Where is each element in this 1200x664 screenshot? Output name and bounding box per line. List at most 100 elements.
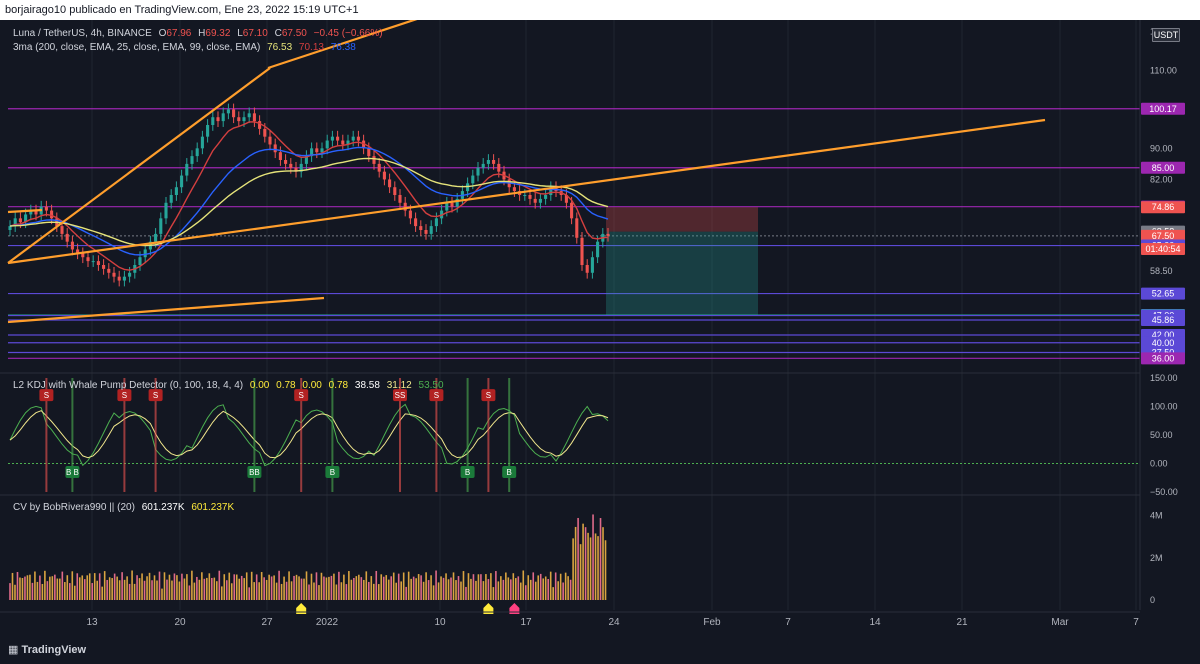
candle-body: [232, 109, 236, 118]
price-level-tag: [1141, 161, 1185, 174]
candle-body: [528, 195, 532, 199]
candle-body: [424, 230, 428, 234]
candle-body: [549, 187, 553, 195]
price-level-tag: [1141, 229, 1185, 242]
candle-body: [538, 198, 542, 203]
candle-body: [216, 117, 220, 122]
time-tick-label: 7: [1133, 617, 1139, 628]
kdj-label: L2 KDJ with Whale Pump Detector (0, 100,…: [13, 380, 244, 391]
candle-body: [590, 257, 594, 273]
candle-body: [455, 198, 459, 207]
currency-badge[interactable]: USDT: [1152, 28, 1180, 42]
candle-body: [606, 233, 610, 236]
kdj-tick-label: 100.00: [1150, 402, 1178, 412]
signal-badge: [247, 466, 262, 479]
candle-body: [294, 167, 298, 172]
candle-body: [492, 160, 496, 164]
candle-body: [388, 179, 392, 188]
time-tick-label: 14: [869, 617, 881, 628]
candle-body: [195, 148, 199, 157]
signal-label: S: [153, 391, 158, 400]
candle-body: [419, 226, 423, 230]
candle-body: [112, 272, 116, 277]
tradingview-brand[interactable]: ▦ TradingView: [8, 643, 86, 656]
candle-body: [362, 140, 366, 149]
price-level-tag: [1141, 287, 1185, 300]
signal-badge: [148, 389, 163, 402]
change-value: −0.45 (−0.66%): [313, 28, 383, 39]
candle-body: [76, 249, 80, 254]
candle-body: [403, 202, 407, 211]
candle-body: [200, 136, 204, 149]
take-profit-zone: [606, 231, 758, 316]
candle-body: [221, 113, 225, 122]
signal-label: S: [44, 391, 49, 400]
candle-body: [320, 148, 324, 153]
candle-body: [466, 183, 470, 192]
candle-body: [304, 156, 308, 164]
candle-body: [91, 261, 95, 263]
close-label: C: [274, 28, 282, 39]
candle-body: [330, 136, 334, 141]
candle-body: [138, 257, 142, 265]
candle-body: [351, 136, 355, 141]
candle-body: [414, 218, 418, 227]
tradingview-logo-text: TradingView: [21, 644, 87, 656]
high-label: H: [198, 28, 206, 39]
signal-label: S: [299, 391, 304, 400]
price-tick-label: 82.00: [1150, 174, 1173, 184]
candle-body: [102, 265, 106, 269]
ma-label: 3ma (200, close, EMA, 25, close, EMA, 99…: [13, 42, 261, 53]
candle-body: [247, 113, 251, 118]
cv-tick-label: 4M: [1150, 511, 1163, 521]
candle-body: [65, 233, 69, 242]
candle-body: [13, 218, 17, 227]
price-level-label: 52.65: [1152, 289, 1175, 299]
ma-legend: 3ma (200, close, EMA, 25, close, EMA, 99…: [13, 42, 360, 53]
candle-body: [237, 117, 241, 122]
time-tick-label: 17: [520, 617, 532, 628]
candle-body: [570, 202, 574, 219]
candle-body: [408, 210, 412, 219]
cv-label: CV by BobRivera990 || (20): [13, 502, 135, 513]
low-value: 67.10: [242, 28, 268, 39]
candle-body: [481, 163, 485, 168]
kdj-tick-label: −50.00: [1150, 487, 1178, 497]
candle-body: [336, 136, 340, 141]
close-value: 67.50: [281, 28, 307, 39]
chart-canvas: 100.1785.0075.0074.8668.5867.5065.0052.6…: [0, 20, 1200, 636]
candle-body: [263, 128, 267, 137]
candle-body: [372, 156, 376, 164]
candle-body: [143, 249, 147, 258]
signal-badge: [502, 466, 517, 479]
footer-bar: [0, 636, 1200, 664]
signal-badge: [117, 389, 132, 402]
candle-body: [159, 218, 163, 234]
high-value: 69.32: [205, 28, 231, 39]
candle-body: [128, 272, 132, 277]
price-level-label: 36.00: [1152, 353, 1175, 363]
candle-body: [96, 261, 100, 265]
ema25-value: 70.13: [298, 42, 324, 53]
candle-body: [367, 148, 371, 157]
candle-body: [523, 195, 527, 196]
bar-countdown: 01:40:54: [1141, 242, 1185, 255]
publish-info-bar: borjairago10 publicado en TradingView.co…: [0, 0, 1200, 20]
candle-body: [393, 187, 397, 195]
candle-body: [278, 152, 282, 160]
candle-body: [252, 113, 256, 122]
candle-body: [81, 253, 85, 258]
time-tick-label: 10: [434, 617, 446, 628]
time-tick-label: Mar: [1051, 617, 1069, 628]
candle-body: [445, 202, 449, 211]
candle-body: [180, 175, 184, 188]
candle-body: [512, 187, 516, 192]
price-level-tag: [1141, 102, 1185, 115]
price-level-tag: [1141, 336, 1185, 349]
candle-body: [117, 276, 121, 281]
candle-body: [315, 148, 319, 153]
candle-body: [356, 136, 360, 141]
cv-marker: [509, 603, 520, 614]
candle-body: [575, 218, 579, 238]
stop-loss-zone: [606, 207, 758, 232]
